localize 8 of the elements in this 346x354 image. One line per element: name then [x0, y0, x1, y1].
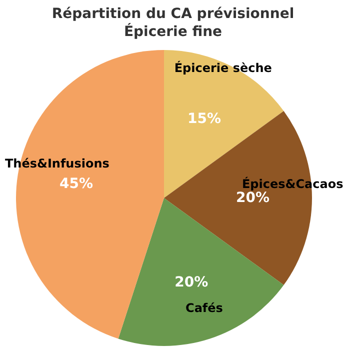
slice-label: Épicerie sèche [174, 60, 272, 75]
data-label: 45% [60, 176, 94, 192]
data-label: 20% [236, 190, 270, 206]
chart-subtitle: Épicerie fine [124, 23, 222, 40]
slice-label: Cafés [186, 300, 223, 315]
data-label: 20% [174, 274, 208, 290]
chart-title: Répartition du CA prévisionnel [52, 6, 294, 22]
data-label: 15% [188, 110, 222, 127]
